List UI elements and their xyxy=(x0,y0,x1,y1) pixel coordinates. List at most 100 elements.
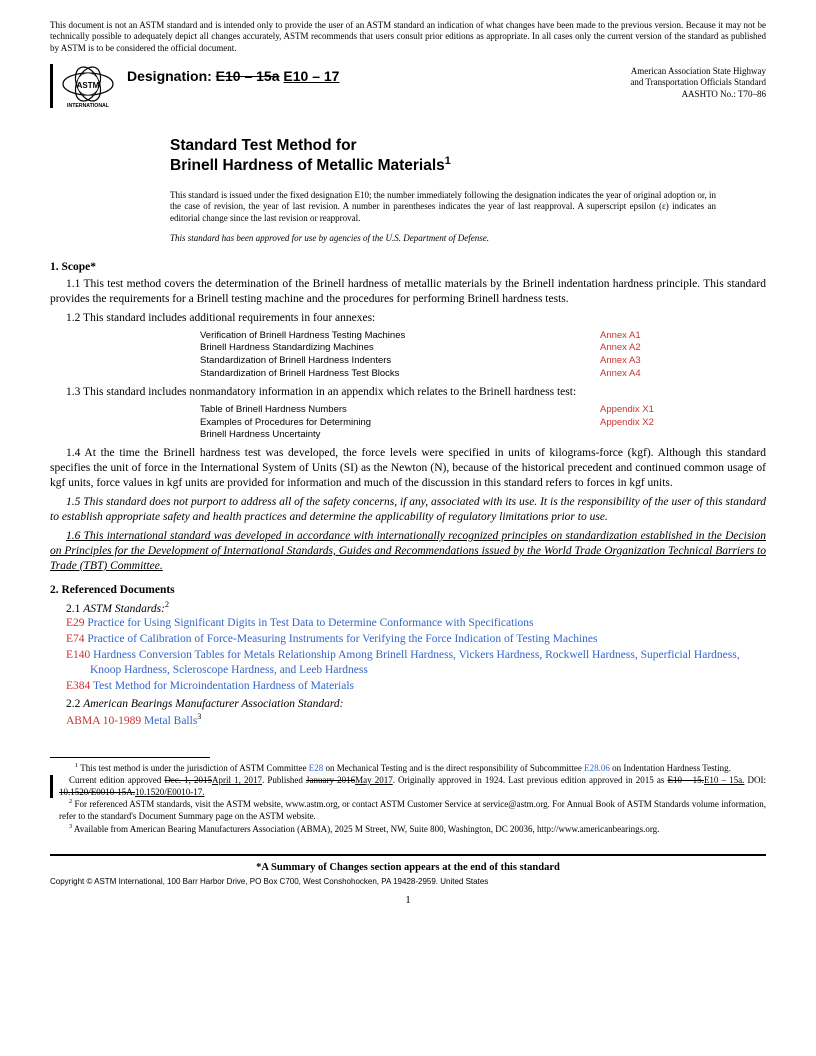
astm-logo: ASTM INTERNATIONAL xyxy=(61,64,115,108)
fn1d-s1: Dec. 1, 2015 xyxy=(164,775,212,785)
title-line-2: Brinell Hardness of Metallic Materials1 xyxy=(170,155,766,176)
annex-link[interactable]: Annex A1 xyxy=(600,330,641,343)
designation-label: Designation: xyxy=(127,68,212,84)
ref-code[interactable]: E29 xyxy=(66,617,85,629)
annex-link[interactable]: Annex A3 xyxy=(600,355,641,368)
abma-sup: 3 xyxy=(197,712,201,721)
approval-note: This standard has been approved for use … xyxy=(170,233,766,243)
fn1-b: on Mechanical Testing and is the direct … xyxy=(323,763,584,773)
abma-code[interactable]: ABMA 10-1989 xyxy=(66,715,141,727)
annex-label: Brinell Hardness Standardizing Machines xyxy=(200,342,600,355)
appendix-table: Table of Brinell Hardness NumbersAppendi… xyxy=(200,404,766,442)
fn1d-post: . Originally approved in 1924. Last prev… xyxy=(393,775,668,785)
annex-row: Standardization of Brinell Hardness Test… xyxy=(200,368,766,381)
footnote-separator xyxy=(50,757,210,758)
annex-label: Verification of Brinell Hardness Testing… xyxy=(200,330,600,343)
ref-link[interactable]: Hardness Conversion Tables for Metals Re… xyxy=(90,649,740,677)
fn1-link-e2806[interactable]: E28.06 xyxy=(584,763,610,773)
para-1-1: 1.1 This test method covers the determin… xyxy=(50,277,766,307)
appendix-label: Examples of Procedures for DeterminingBr… xyxy=(200,417,600,443)
disclaimer-text: This document is not an ASTM standard an… xyxy=(50,20,766,54)
s2-2-label: 2.2 xyxy=(66,698,83,710)
annex-row: Standardization of Brinell Hardness Inde… xyxy=(200,355,766,368)
para-1-6-text: 1.6 This international standard was deve… xyxy=(50,530,766,572)
fn1d-doi: DOI: xyxy=(744,775,766,785)
fn1-c: on Indentation Hardness Testing. xyxy=(610,763,731,773)
fn1d-u1: April 1, 2017 xyxy=(212,775,262,785)
annex-row: Verification of Brinell Hardness Testing… xyxy=(200,330,766,343)
fn2-text: For referenced ASTM standards, visit the… xyxy=(59,799,766,821)
ref-line: E384 Test Method for Microindentation Ha… xyxy=(90,679,766,695)
footnote-2: 2 For referenced ASTM standards, visit t… xyxy=(59,798,766,822)
ref-line: E29 Practice for Using Significant Digit… xyxy=(90,616,766,632)
header-right-l2: and Transportation Officials Standard xyxy=(630,77,766,89)
section-2-head: 2. Referenced Documents xyxy=(50,584,766,596)
annex-label: Standardization of Brinell Hardness Inde… xyxy=(200,355,600,368)
header-right-l3: AASHTO No.: T70–86 xyxy=(630,89,766,101)
fn1d-s3: E10 – 15. xyxy=(667,775,703,785)
para-2-2: 2.2 American Bearings Manufacturer Assoc… xyxy=(50,698,766,710)
fn1d-s4: 10.1520/E0010-15A. xyxy=(59,787,135,797)
title-superscript: 1 xyxy=(445,155,451,167)
ref-link[interactable]: Practice for Using Significant Digits in… xyxy=(87,617,533,629)
fn1-a: This test method is under the jurisdicti… xyxy=(78,763,309,773)
fn1d-u4: 10.1520/E0010-17. xyxy=(135,787,205,797)
annex-table: Verification of Brinell Hardness Testing… xyxy=(200,330,766,381)
change-bar xyxy=(50,64,53,108)
appendix-label: Table of Brinell Hardness Numbers xyxy=(200,404,600,417)
annex-row: Brinell Hardness Standardizing MachinesA… xyxy=(200,342,766,355)
ref-link[interactable]: Test Method for Microindentation Hardnes… xyxy=(93,680,354,692)
s2-1-label: 2.1 xyxy=(66,602,83,614)
header-right: American Association State Highway and T… xyxy=(630,66,766,101)
header-right-l1: American Association State Highway xyxy=(630,66,766,78)
ref-code[interactable]: E74 xyxy=(66,633,85,645)
para-2-1: 2.1 ASTM Standards:2 xyxy=(50,600,766,615)
fn1-link-e28[interactable]: E28 xyxy=(309,763,324,773)
s2-2-text: American Bearings Manufacturer Associati… xyxy=(83,698,343,710)
svg-text:ASTM: ASTM xyxy=(77,81,100,90)
para-1-4: 1.4 At the time the Brinell hardness tes… xyxy=(50,446,766,491)
section-1-head: 1. Scope* xyxy=(50,261,766,273)
footnote-1b: Current edition approved Dec. 1, 2015Apr… xyxy=(59,775,766,798)
title-block: Standard Test Method for Brinell Hardnes… xyxy=(170,136,766,176)
fn1d-mid: . Published xyxy=(262,775,306,785)
fn1d-u3: E10 – 15a. xyxy=(704,775,744,785)
title-text: Brinell Hardness of Metallic Materials xyxy=(170,157,445,174)
refs-list: E29 Practice for Using Significant Digit… xyxy=(50,616,766,694)
copyright: Copyright © ASTM International, 100 Barr… xyxy=(50,877,766,886)
page-number: 1 xyxy=(50,894,766,906)
ref-abma: ABMA 10-1989 Metal Balls3 xyxy=(66,712,766,729)
issuance-note: This standard is issued under the fixed … xyxy=(170,190,766,225)
abma-link[interactable]: Metal Balls xyxy=(144,715,197,727)
fn1d-s2: January 2016 xyxy=(306,775,355,785)
para-1-3: 1.3 This standard includes nonmandatory … xyxy=(50,385,766,400)
ref-line: E74 Practice of Calibration of Force-Mea… xyxy=(90,632,766,648)
appendix-row: Examples of Procedures for DeterminingBr… xyxy=(200,417,766,443)
appendix-link[interactable]: Appendix X1 xyxy=(600,404,654,417)
change-bar-fn xyxy=(50,775,53,798)
designation-new: E10 – 17 xyxy=(283,68,339,84)
footnote-1-wrap: 1 This test method is under the jurisdic… xyxy=(50,762,766,775)
ref-line: E140 Hardness Conversion Tables for Meta… xyxy=(90,648,766,679)
appendix-row: Table of Brinell Hardness NumbersAppendi… xyxy=(200,404,766,417)
fn1d-pre: Current edition approved xyxy=(69,775,164,785)
annex-label: Standardization of Brinell Hardness Test… xyxy=(200,368,600,381)
annex-link[interactable]: Annex A4 xyxy=(600,368,641,381)
annex-link[interactable]: Annex A2 xyxy=(600,342,641,355)
title-line-1: Standard Test Method for xyxy=(170,136,766,155)
footnote-1: 1 This test method is under the jurisdic… xyxy=(65,762,766,775)
appendix-link[interactable]: Appendix X2 xyxy=(600,417,654,443)
para-1-2: 1.2 This standard includes additional re… xyxy=(50,311,766,326)
summary-line: *A Summary of Changes section appears at… xyxy=(50,862,766,873)
footnote-1b-wrap: Current edition approved Dec. 1, 2015Apr… xyxy=(50,775,766,798)
s2-1-sup: 2 xyxy=(165,600,169,609)
ref-code[interactable]: E384 xyxy=(66,680,90,692)
para-1-5: 1.5 This standard does not purport to ad… xyxy=(50,495,766,525)
fn3-text: Available from American Bearing Manufact… xyxy=(72,824,659,834)
fn1d-u2: May 2017 xyxy=(355,775,393,785)
ref-link[interactable]: Practice of Calibration of Force-Measuri… xyxy=(87,633,597,645)
ref-code[interactable]: E140 xyxy=(66,649,90,661)
header-row: ASTM INTERNATIONAL Designation: E10 – 15… xyxy=(50,64,766,108)
s2-1-text: ASTM Standards: xyxy=(83,602,165,614)
svg-text:INTERNATIONAL: INTERNATIONAL xyxy=(67,103,110,108)
